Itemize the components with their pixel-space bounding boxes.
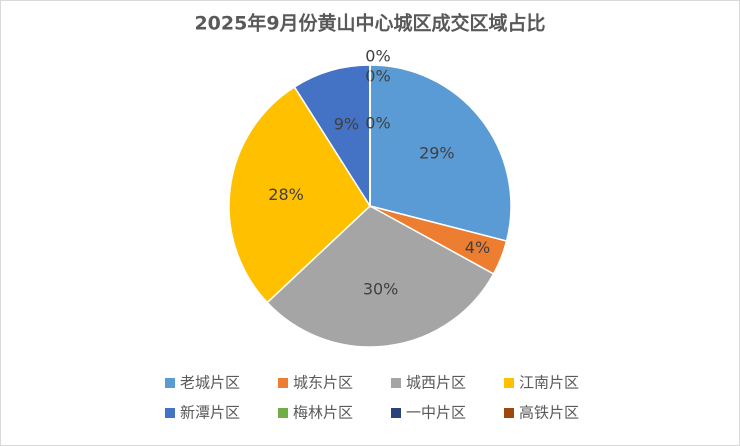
pie-slice	[293, 64, 371, 209]
legend-label: 城东片区	[293, 374, 353, 392]
chart-title: 2025年9月份黄山中心城区成交区域占比	[194, 12, 545, 35]
data-label: 4%	[465, 238, 490, 257]
legend-swatch	[504, 378, 514, 388]
legend-label: 老城片区	[180, 374, 240, 392]
legend-swatch	[165, 408, 175, 418]
data-label: 28%	[268, 185, 304, 204]
data-label: 0%	[365, 47, 390, 66]
legend-label: 一中片区	[406, 404, 466, 422]
legend-swatch	[278, 378, 288, 388]
legend-swatch	[165, 378, 175, 388]
pie-slice	[266, 205, 495, 348]
legend-swatch	[278, 408, 288, 418]
legend-label: 江南片区	[519, 374, 579, 392]
pie-slice	[228, 85, 371, 304]
pie-slice	[369, 64, 512, 242]
legend-swatch	[391, 408, 401, 418]
legend-label: 新潭片区	[180, 404, 240, 422]
legend-swatch	[504, 408, 514, 418]
legend-label: 高铁片区	[519, 404, 579, 422]
data-label: 0%	[365, 67, 390, 86]
data-label: 0%	[365, 114, 390, 133]
data-label: 9%	[334, 114, 359, 133]
data-label: 30%	[363, 279, 399, 298]
legend-label: 城西片区	[406, 374, 466, 392]
legend-swatch	[391, 378, 401, 388]
data-label: 29%	[419, 144, 455, 163]
legend-label: 梅林片区	[293, 404, 353, 422]
